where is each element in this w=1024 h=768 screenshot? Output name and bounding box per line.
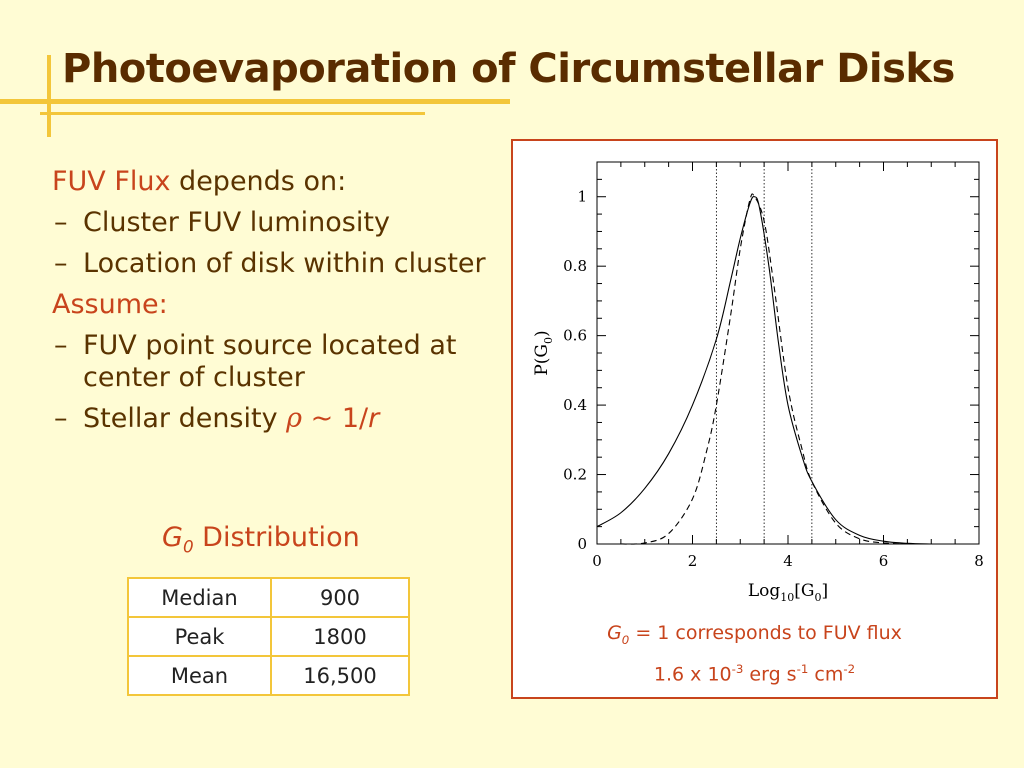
- axis-ticks: [596, 161, 980, 545]
- dash-marker: –: [54, 248, 68, 279]
- slide-title: Photoevaporation of Circumstellar Disks: [62, 46, 955, 92]
- caption-g-symbol: G: [607, 622, 622, 644]
- caption-g-subscript: 0: [621, 632, 630, 647]
- y-tick-label: 0.4: [563, 396, 587, 414]
- density-r: r: [368, 403, 380, 434]
- table-cell-value: 16,500: [270, 655, 410, 696]
- y-tick-label: 0.2: [563, 466, 587, 484]
- fuv-flux-label: FUV Flux: [52, 166, 171, 197]
- sub-bullet-point-source: – FUV point source located at center of c…: [52, 330, 492, 394]
- g-subscript: 0: [182, 536, 194, 557]
- sub-bullet-location: – Location of disk within cluster: [52, 248, 492, 280]
- solid-curve: [596, 196, 932, 545]
- caption-exponent-1: -3: [731, 661, 744, 676]
- x-tick-label: 2: [688, 552, 698, 570]
- y-tick-label: 0.6: [563, 327, 587, 345]
- dash-marker: –: [54, 330, 68, 361]
- table-row: Peak 1800: [127, 616, 410, 657]
- table-cell-key: Mean: [127, 655, 272, 696]
- table-cell-value: 900: [270, 577, 410, 618]
- decorative-vertical-line: [47, 55, 51, 137]
- caption-line1-text: = 1 corresponds to FUV flux: [629, 622, 902, 644]
- table-cell-key: Median: [127, 577, 272, 618]
- table-row: Median 900: [127, 577, 410, 618]
- caption-exponent-3: -2: [843, 661, 856, 676]
- y-tick-label: 0.8: [563, 257, 587, 275]
- y-tick-label: 0: [577, 535, 587, 553]
- caption-exponent-2: -1: [796, 661, 809, 676]
- caption-flux-value: 1.6 x 10: [653, 663, 732, 686]
- sub-bullet-text: Cluster FUV luminosity: [83, 207, 390, 238]
- caption-cm: cm: [808, 663, 844, 686]
- density-tilde: ~ 1/: [302, 403, 369, 434]
- y-tick-labels: 0 0.2 0.4 0.6 0.8 1: [563, 188, 587, 553]
- distribution-table: Median 900 Peak 1800 Mean 16,500: [127, 577, 410, 696]
- table-cell-value: 1800: [270, 616, 410, 657]
- sub-bullet-luminosity: – Cluster FUV luminosity: [52, 207, 492, 239]
- chart-caption: G0 = 1 corresponds to FUV flux 1.6 x 10-…: [513, 619, 996, 689]
- x-tick-label: 4: [783, 552, 793, 570]
- y-axis-label: P(G0): [532, 330, 555, 375]
- table-row: Mean 16,500: [127, 655, 410, 696]
- chart-frame: 0 2 4 6 8 0 0.2 0.4 0.6 0.8 1 Log10[G0] P(G0) G0 …: [511, 139, 998, 699]
- dash-marker: –: [54, 403, 68, 434]
- distribution-label: Distribution: [193, 522, 360, 553]
- dashed-curve: [620, 193, 908, 545]
- decorative-horizontal-line-short: [40, 112, 425, 115]
- g-symbol: G: [162, 522, 183, 553]
- sub-bullet-text: Location of disk within cluster: [83, 248, 486, 279]
- y-tick-label: 1: [577, 188, 587, 206]
- bullet-assume: Assume:: [52, 289, 168, 320]
- x-axis-label: Log10[G0]: [748, 581, 828, 604]
- density-prefix: Stellar density: [83, 403, 287, 434]
- dash-marker: –: [54, 207, 68, 238]
- depends-on-text: depends on:: [170, 166, 347, 197]
- caption-line-2: 1.6 x 10-3 erg s-1 cm-2: [513, 655, 996, 689]
- caption-line-1: G0 = 1 corresponds to FUV flux: [513, 619, 996, 655]
- x-tick-label: 0: [592, 552, 602, 570]
- plot-area-frame: [596, 161, 980, 545]
- rho-symbol: ρ: [286, 403, 303, 434]
- decorative-horizontal-line: [0, 99, 510, 104]
- distribution-heading: G0 Distribution: [162, 522, 360, 556]
- probability-chart: 0 2 4 6 8 0 0.2 0.4 0.6 0.8 1 Log10[G0] P(G0): [532, 161, 984, 604]
- table-cell-key: Peak: [127, 616, 272, 657]
- data-series: [596, 193, 932, 545]
- vertical-reference-lines: [715, 162, 813, 544]
- sub-bullet-density: – Stellar density ρ ~ 1/r: [52, 403, 492, 435]
- x-tick-label: 8: [974, 552, 984, 570]
- x-tick-label: 6: [879, 552, 889, 570]
- bullet-list: FUV Flux depends on: – Cluster FUV lumino…: [52, 166, 492, 444]
- x-tick-labels: 0 2 4 6 8: [592, 552, 984, 570]
- caption-erg-s: erg s: [743, 663, 797, 686]
- bullet-fuv-flux: FUV Flux depends on:: [52, 166, 492, 198]
- sub-bullet-text: FUV point source located at center of cl…: [83, 330, 457, 393]
